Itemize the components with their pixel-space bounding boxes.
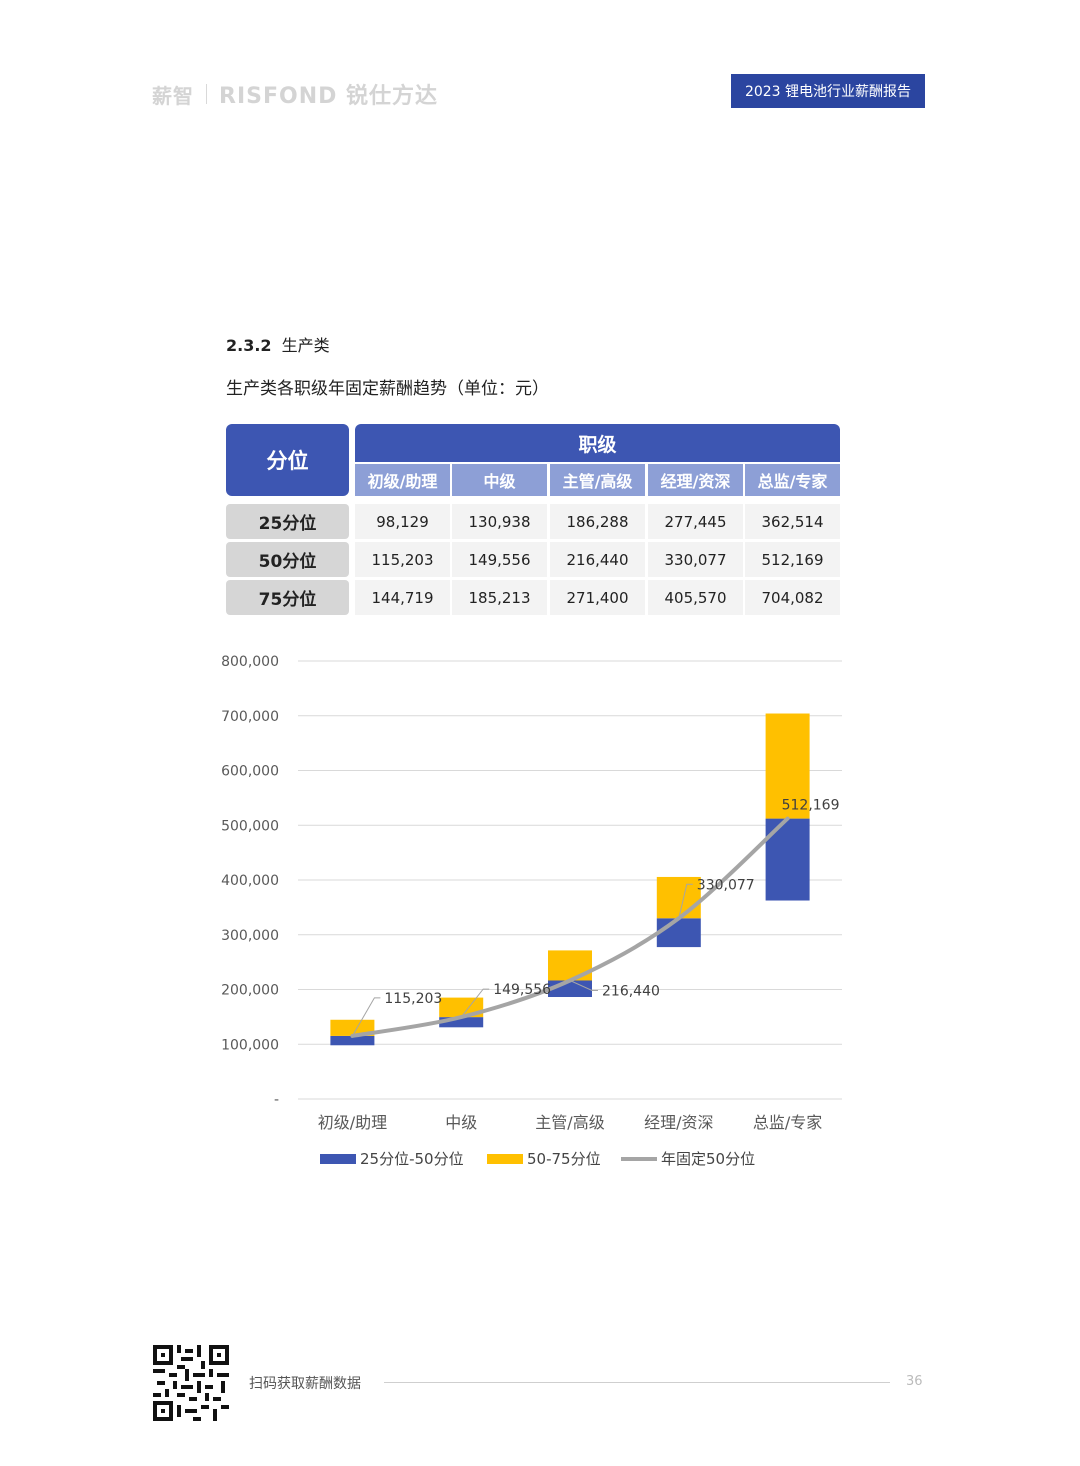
- y-tick-label: 400,000: [221, 873, 279, 889]
- legend-label: 50-75分位: [527, 1150, 601, 1168]
- risfond-logo: RISFOND 锐仕方达: [219, 84, 439, 109]
- y-tick-label: 200,000: [221, 983, 279, 999]
- legend-swatch: [320, 1153, 356, 1164]
- legend-label: 年固定50分位: [661, 1150, 756, 1168]
- x-tick-label: 中级: [445, 1113, 477, 1132]
- table-cell: 704,082: [745, 580, 840, 615]
- x-tick-label: 初级/助理: [318, 1113, 387, 1132]
- data-label: 115,203: [384, 991, 442, 1007]
- header-logo: 薪智 RISFOND 锐仕方达: [152, 80, 439, 110]
- y-tick-label: 700,000: [221, 709, 279, 725]
- legend-item-median: 年固定50分位: [621, 1148, 755, 1169]
- qr-code-icon: [153, 1345, 229, 1421]
- data-label: 330,077: [697, 877, 755, 893]
- xinzhi-logo: 薪智: [152, 83, 194, 108]
- y-tick-label: 800,000: [221, 654, 279, 670]
- section-heading: 2.3.2 生产类: [226, 332, 330, 356]
- table-cell: 405,570: [648, 580, 743, 615]
- y-tick-label: 500,000: [221, 818, 279, 834]
- table-cell: 362,514: [745, 504, 840, 539]
- level-column-header: 主管/高级: [550, 464, 645, 496]
- table-cell: 130,938: [452, 504, 547, 539]
- data-label: 512,169: [782, 798, 840, 814]
- table-cell: 144,719: [355, 580, 450, 615]
- section-number: 2.3.2: [226, 336, 272, 355]
- x-tick-label: 经理/资深: [644, 1113, 713, 1132]
- table-cell: 216,440: [550, 542, 645, 577]
- data-label-leader: [678, 883, 693, 919]
- median-series-line: [350, 816, 790, 1038]
- table-cell: 277,445: [648, 504, 743, 539]
- table-cell: 271,400: [550, 580, 645, 615]
- bar-segment: [330, 1019, 375, 1036]
- scan-prompt: 扫码获取薪酬数据: [249, 1376, 361, 1392]
- row-label: 50分位: [226, 542, 349, 577]
- data-label-leader: [351, 997, 381, 1037]
- bar-segment: [439, 997, 484, 1018]
- table-cell: 115,203: [355, 542, 450, 577]
- table-cell: 98,129: [355, 504, 450, 539]
- bar-segment: [656, 918, 701, 948]
- section-name: 生产类: [281, 336, 330, 355]
- page-number: 36: [906, 1374, 923, 1389]
- y-tick-label: 600,000: [221, 764, 279, 780]
- x-tick-label: 主管/高级: [535, 1113, 604, 1132]
- legend-line: [621, 1156, 657, 1161]
- bar-segment: [548, 980, 592, 998]
- y-tick-label: 300,000: [221, 928, 279, 944]
- table-cell: 512,169: [745, 542, 840, 577]
- chart-legend: 25分位-50分位 50-75分位 年固定50分位: [0, 1148, 1080, 1170]
- y-tick-label: -: [274, 1092, 279, 1108]
- table-cell: 330,077: [648, 542, 743, 577]
- table-cell: 149,556: [452, 542, 547, 577]
- data-label-leader: [460, 988, 490, 1018]
- level-column-header: 中级: [452, 464, 547, 496]
- level-column-header: 经理/资深: [648, 464, 743, 496]
- legend-swatch: [487, 1153, 523, 1164]
- table-cell: 186,288: [550, 504, 645, 539]
- bar-segment: [330, 1035, 375, 1046]
- level-column-header: 总监/专家: [745, 464, 840, 496]
- data-label: 149,556: [493, 982, 551, 998]
- bar-segment: [548, 950, 592, 981]
- chart-title: 生产类各职级年固定薪酬趋势（单位：元）: [226, 379, 549, 399]
- table-cell: 185,213: [452, 580, 547, 615]
- x-tick-label: 总监/专家: [753, 1113, 822, 1132]
- logo-divider: [206, 84, 207, 104]
- data-label-leader: [569, 980, 598, 991]
- bar-segment: [765, 713, 810, 819]
- level-column-header: 初级/助理: [355, 464, 450, 496]
- row-label: 75分位: [226, 580, 349, 615]
- footer-divider: [384, 1382, 890, 1383]
- quantile-header: 分位: [226, 424, 349, 496]
- legend-item-high: 50-75分位: [487, 1148, 601, 1169]
- data-label: 216,440: [602, 983, 660, 999]
- bar-segment: [439, 1017, 484, 1028]
- legend-item-low: 25分位-50分位: [320, 1148, 464, 1169]
- y-tick-label: 100,000: [221, 1037, 279, 1053]
- bar-segment: [765, 818, 810, 901]
- report-title-badge: 2023 锂电池行业薪酬报告: [731, 74, 925, 108]
- legend-label: 25分位-50分位: [360, 1150, 464, 1168]
- row-label: 25分位: [226, 504, 349, 539]
- level-header: 职级: [355, 424, 840, 462]
- bar-segment: [656, 876, 701, 919]
